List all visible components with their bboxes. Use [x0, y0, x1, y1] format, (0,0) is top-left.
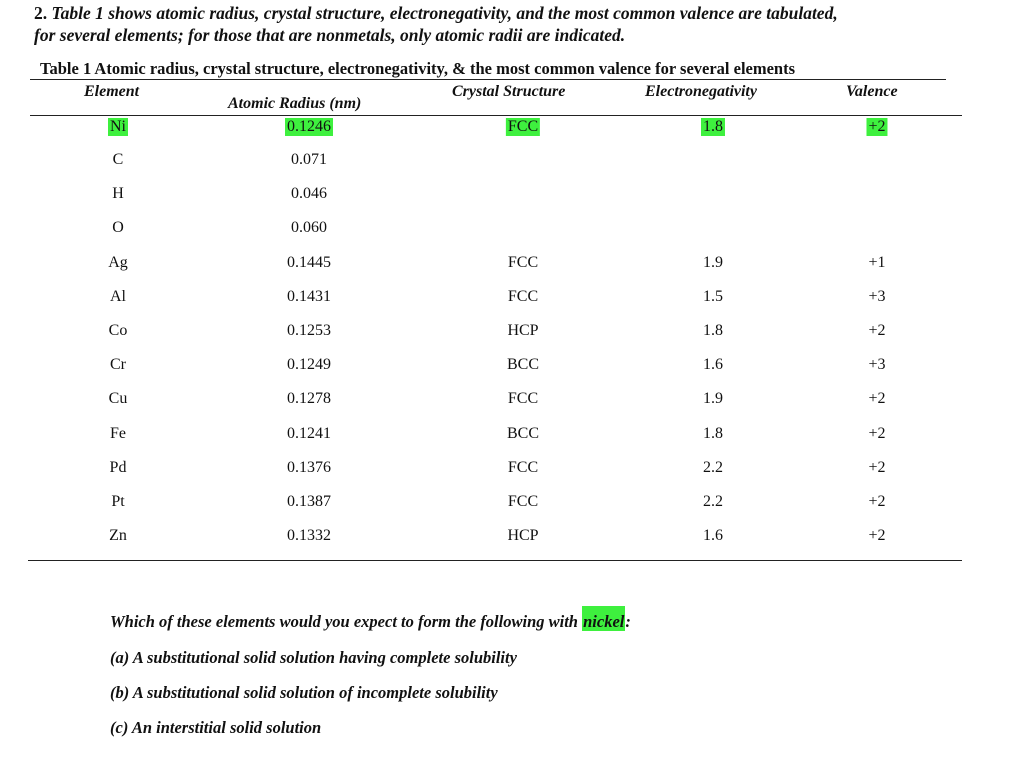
cell-radius: 0.060: [291, 219, 327, 237]
cell-valence: +2: [868, 527, 886, 545]
header-rule: [30, 115, 962, 116]
cell-element: Co: [108, 322, 128, 339]
cell-radius: 0.1387: [287, 493, 331, 510]
cell-structure: FCC: [507, 287, 539, 305]
prompt-item-a: (a) A substitutional solid solution havi…: [110, 648, 517, 667]
cell-element: O: [112, 219, 124, 237]
cell-electronegativity: 1.6: [703, 356, 723, 374]
prompt-item-c: (c) An interstitial solid solution: [110, 718, 322, 737]
prompt-suffix: :: [625, 612, 631, 631]
cell-valence: +2: [868, 458, 886, 476]
cell-valence: +1: [868, 253, 886, 271]
cell-electronegativity: 2.2: [703, 458, 723, 476]
caption-rule: [30, 79, 946, 80]
cell-structure: FCC: [505, 118, 541, 136]
cell-electronegativity: 2.2: [703, 493, 723, 510]
cell-structure: BCC: [506, 356, 540, 374]
cell-element: Cu: [108, 390, 128, 408]
cell-radius: 0.1376: [287, 458, 331, 476]
table-bottom-rule: [28, 560, 962, 561]
question-line-1: 2. Table 1 shows atomic radius, crystal …: [34, 2, 838, 24]
cell-element: C: [112, 151, 124, 168]
question-text-1: Table 1 shows atomic radius, crystal str…: [51, 3, 838, 23]
cell-valence: +2: [868, 322, 886, 339]
cell-structure: BCC: [506, 424, 540, 442]
cell-valence: +2: [868, 390, 886, 408]
cell-radius: 0.1241: [287, 424, 331, 442]
cell-radius: 0.1332: [287, 527, 331, 545]
cell-radius: 0.1246: [285, 118, 333, 136]
cell-valence: +2: [868, 493, 886, 510]
cell-radius: 0.1249: [287, 356, 331, 374]
cell-structure: FCC: [507, 458, 539, 476]
table-caption: Table 1 Atomic radius, crystal structure…: [40, 59, 796, 78]
prompt-question: Which of these elements would you expect…: [110, 606, 631, 632]
cell-element: Cr: [110, 356, 126, 374]
prompt-highlight-nickel: nickel: [582, 606, 626, 631]
cell-radius: 0.1278: [287, 390, 331, 408]
cell-electronegativity: 1.8: [701, 118, 725, 136]
cell-valence: +3: [868, 356, 886, 374]
cell-element: Fe: [110, 424, 126, 442]
cell-electronegativity: 1.9: [703, 253, 723, 271]
cell-radius: 0.1253: [287, 322, 331, 339]
prompt-item-b: (b) A substitutional solid solution of i…: [110, 683, 498, 702]
cell-element: Zn: [109, 527, 127, 545]
cell-radius: 0.071: [291, 151, 327, 168]
cell-element: Ag: [108, 253, 128, 271]
header-atomic-radius: Atomic Radius (nm): [228, 95, 362, 112]
cell-electronegativity: 1.8: [703, 424, 723, 442]
cell-valence: +2: [866, 118, 888, 136]
question-number: 2.: [34, 3, 48, 23]
cell-electronegativity: 1.8: [703, 322, 723, 339]
cell-element: Pd: [109, 458, 127, 476]
cell-radius: 0.1431: [287, 287, 331, 305]
cell-structure: FCC: [507, 493, 539, 510]
cell-element: H: [112, 185, 124, 203]
cell-radius: 0.046: [291, 185, 327, 203]
prompt-text: Which of these elements would you expect…: [110, 612, 583, 631]
cell-electronegativity: 1.5: [703, 287, 723, 305]
cell-electronegativity: 1.9: [703, 390, 723, 408]
cell-structure: FCC: [507, 390, 539, 408]
cell-structure: FCC: [507, 253, 539, 271]
header-valence: Valence: [846, 83, 898, 100]
cell-valence: +3: [868, 287, 886, 305]
cell-radius: 0.1445: [287, 253, 331, 271]
cell-structure: HCP: [507, 527, 539, 545]
cell-element: Ni: [108, 118, 128, 136]
header-element: Element: [84, 83, 140, 100]
cell-valence: +2: [868, 424, 886, 442]
header-crystal-structure: Crystal Structure: [452, 83, 566, 100]
cell-electronegativity: 1.6: [703, 527, 723, 545]
cell-element: Pt: [111, 493, 125, 510]
cell-structure: HCP: [507, 322, 539, 339]
question-line-2: for several elements; for those that are…: [34, 25, 626, 45]
cell-element: Al: [110, 287, 126, 305]
header-electronegativity: Electronegativity: [645, 83, 757, 100]
